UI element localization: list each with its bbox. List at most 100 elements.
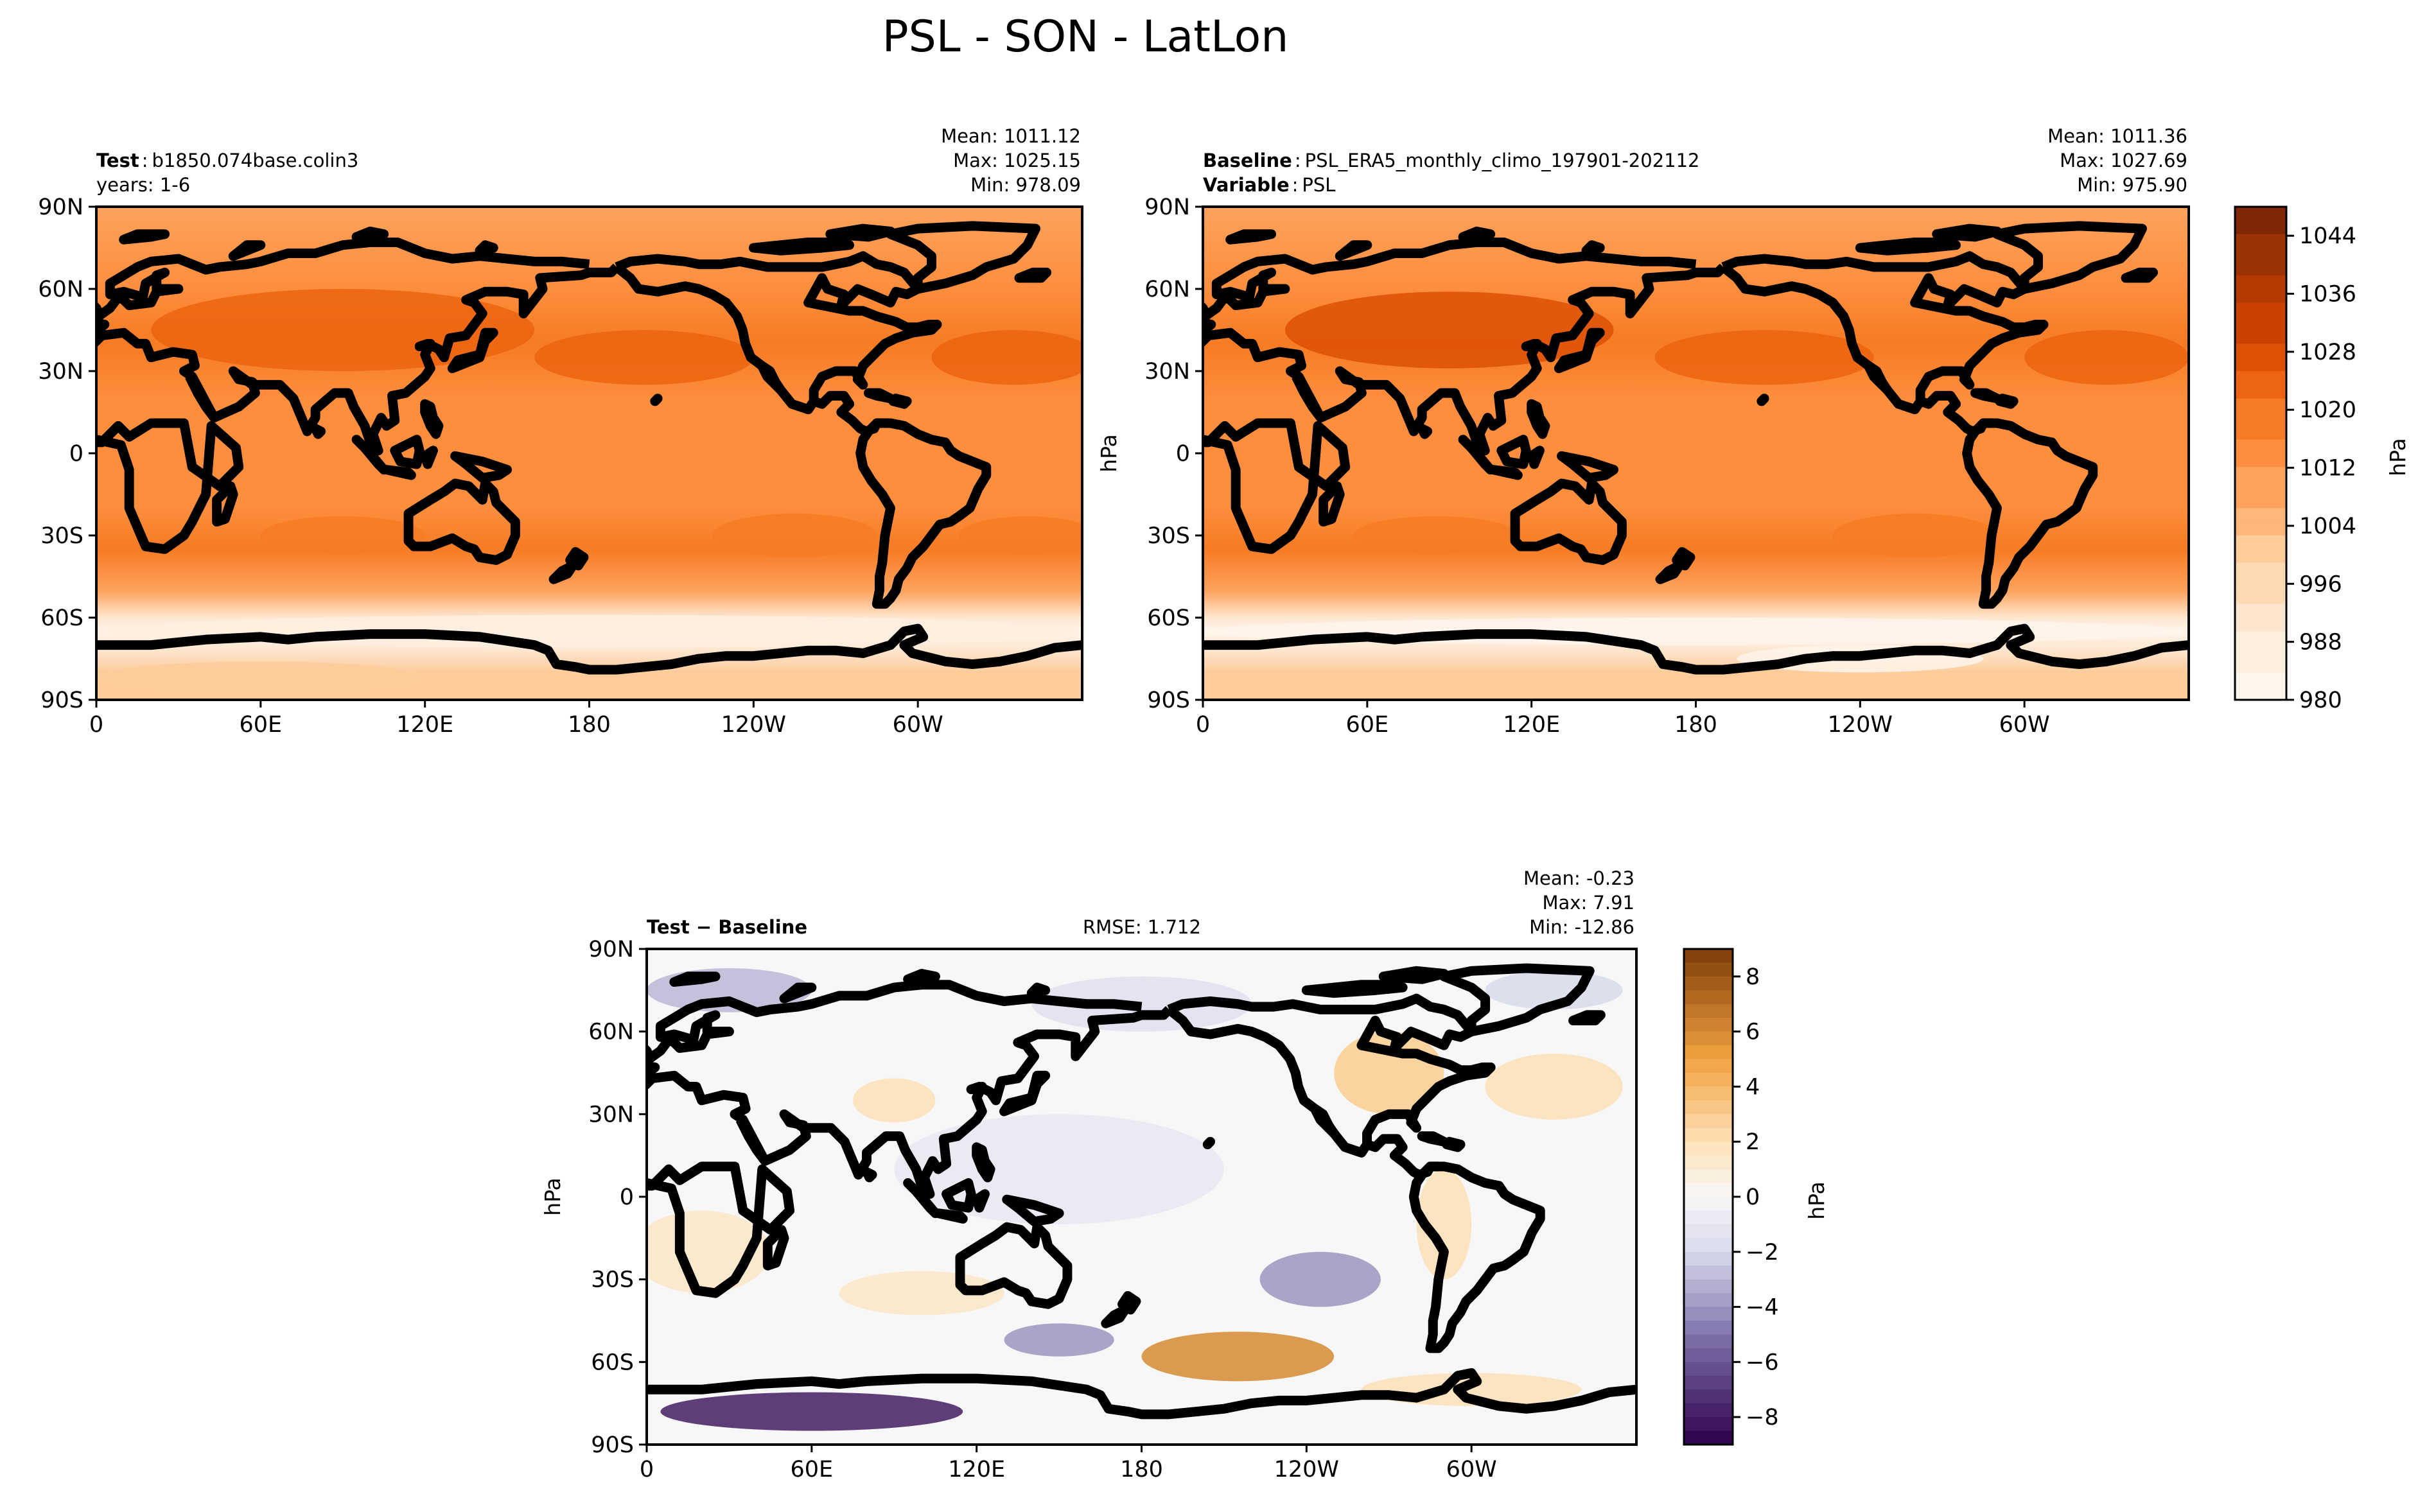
- colorbar-band: [2235, 604, 2286, 618]
- field-feature-5: [1485, 1053, 1623, 1120]
- colorbar-band: [1684, 949, 1733, 964]
- x-tick-label: 60W: [893, 712, 943, 738]
- difference-stats: Mean: -0.23 Max: 7.91 Min: -12.86: [1523, 867, 1634, 938]
- y-tick-label: 30S: [40, 523, 83, 549]
- baseline-label: Baseline: PSL_ERA5_monthly_climo_197901-2…: [1203, 150, 1700, 171]
- test-stats: Mean: 1011.12 Max: 1025.15 Min: 978.09: [941, 125, 1081, 196]
- colorbar-band: [2235, 659, 2286, 673]
- colorbar-band: [2235, 645, 2286, 659]
- test-mean: Mean: 1011.12: [941, 125, 1081, 147]
- field-feature-3: [1353, 516, 1518, 555]
- x-tick-label: 0: [89, 712, 103, 738]
- field-feature-1: [534, 330, 754, 385]
- x-tick-label: 60E: [240, 712, 283, 738]
- colorbar-band: [1684, 1142, 1733, 1156]
- baseline-variable-name: PSL: [1302, 174, 1335, 196]
- test-years: years: 1-6: [96, 174, 190, 196]
- test-map: [96, 207, 1082, 700]
- colorbar-band: [1684, 1251, 1733, 1267]
- colorbar-band: [1684, 1004, 1733, 1019]
- colorbar-frame: [2234, 205, 2288, 701]
- x-tick-label: 60E: [1346, 712, 1389, 738]
- colorbar-tick-label: 4: [1746, 1074, 1760, 1100]
- colorbar-band: [2235, 467, 2286, 482]
- field-feature-2: [2024, 330, 2189, 385]
- x-tick-label: 180: [568, 712, 611, 738]
- colorbar-band: [2235, 357, 2286, 372]
- difference-map: [647, 949, 1636, 1445]
- colorbar-band: [2235, 453, 2286, 468]
- colorbar-band: [2235, 261, 2286, 276]
- x-tick-label: 60E: [791, 1457, 834, 1482]
- colorbar-band: [2235, 398, 2286, 413]
- colorbar-band: [1684, 1430, 1733, 1445]
- difference-max: Max: 7.91: [1542, 892, 1634, 914]
- colorbar-band: [2235, 343, 2286, 358]
- y-axis-label: hPa: [540, 1177, 565, 1216]
- colorbar-band: [2235, 207, 2286, 222]
- y-tick-label: 90S: [40, 688, 83, 713]
- difference-mean: Mean: -0.23: [1523, 867, 1634, 889]
- x-tick-label: 180: [1120, 1457, 1163, 1482]
- colorbar-band: [1684, 1086, 1733, 1101]
- colorbar-band: [2235, 371, 2286, 386]
- colorbar-tick-label: 1004: [2299, 514, 2356, 539]
- x-tick-label: 60W: [1446, 1457, 1497, 1482]
- difference-label: Test − Baseline: [647, 916, 807, 938]
- baseline-label-bold: Baseline: [1203, 150, 1292, 171]
- x-tick-label: 120E: [1503, 712, 1560, 738]
- baseline-stats: Mean: 1011.36 Max: 1027.69 Min: 975.90: [2047, 125, 2187, 196]
- y-tick-label: 90N: [38, 195, 83, 220]
- x-tick-label: 120E: [396, 712, 453, 738]
- y-tick-label: 60S: [40, 605, 83, 631]
- colorbar-band: [2235, 508, 2286, 523]
- y-tick-label: 60N: [588, 1020, 634, 1045]
- y-tick-label: 0: [620, 1185, 634, 1210]
- colorbar-band: [2235, 590, 2286, 605]
- colorbar-band: [2235, 316, 2286, 331]
- test-max: Max: 1025.15: [953, 150, 1081, 171]
- colorbar-band: [1684, 1403, 1733, 1418]
- colorbar-band: [2235, 686, 2286, 700]
- field-feature-2: [931, 330, 1082, 385]
- colorbar-band: [2235, 330, 2286, 345]
- field-feature-6: [853, 1078, 936, 1123]
- y-tick-label: 0: [69, 441, 83, 467]
- colorbar-band: [2235, 618, 2286, 632]
- field-feature-7: [96, 661, 425, 695]
- y-tick-label: 30N: [38, 359, 83, 385]
- colorbar-tick-label: 1012: [2299, 456, 2356, 482]
- baseline-variable: Variable: PSL: [1203, 174, 1335, 196]
- colorbar-band: [2235, 275, 2286, 290]
- colorbar-band: [1684, 1210, 1733, 1225]
- colorbar-tick-label: −8: [1746, 1405, 1779, 1430]
- colorbar-tick-label: 988: [2299, 630, 2342, 656]
- colorbar-band: [1684, 1293, 1733, 1308]
- y-tick-label: 60S: [1147, 605, 1190, 631]
- y-tick-label: 0: [1176, 441, 1190, 467]
- colorbar-band: [1684, 1362, 1733, 1377]
- baseline-case-name: PSL_ERA5_monthly_climo_197901-202112: [1305, 150, 1700, 171]
- colorbar-band: [2235, 480, 2286, 495]
- field-feature-1: [1654, 330, 1874, 385]
- colorbar-band: [2235, 577, 2286, 591]
- field-feature-3: [660, 1392, 963, 1431]
- colorbar-band: [1684, 1321, 1733, 1335]
- y-tick-label: 60N: [1144, 277, 1190, 302]
- field-feature-4: [1832, 513, 1997, 558]
- difference-rmse: RMSE: 1.712: [1083, 916, 1201, 938]
- colorbar-band: [2235, 562, 2286, 577]
- y-axis-label: hPa: [1096, 434, 1121, 473]
- colorbar-band: [1684, 1307, 1733, 1321]
- colorbar-tick-label: 1044: [2299, 223, 2356, 249]
- colorbar-band: [1684, 1114, 1733, 1129]
- test-case-name: b1850.074base.colin3: [152, 150, 359, 171]
- y-tick-label: 90S: [1147, 688, 1190, 713]
- field-feature-4: [712, 513, 877, 558]
- y-tick-label: 30N: [588, 1102, 634, 1127]
- field-feature-6: [96, 614, 1082, 648]
- baseline-field-features: [1203, 291, 2189, 673]
- colorbar-band: [1684, 1197, 1733, 1212]
- colorbar-band: [2235, 672, 2286, 687]
